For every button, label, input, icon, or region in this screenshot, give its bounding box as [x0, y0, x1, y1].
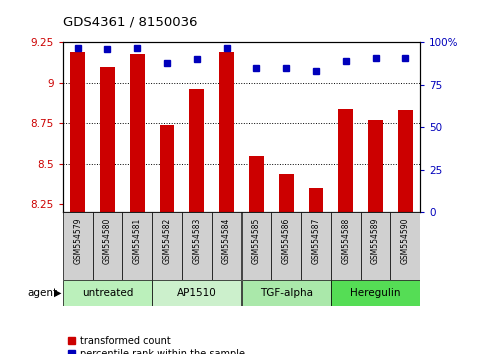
Text: Heregulin: Heregulin	[350, 288, 401, 298]
Bar	[182, 212, 212, 280]
Bar	[152, 280, 242, 306]
Bar	[70, 52, 85, 212]
Text: untreated: untreated	[82, 288, 133, 298]
Bar	[63, 212, 93, 280]
Bar	[331, 280, 420, 306]
Text: GSM554588: GSM554588	[341, 218, 350, 264]
Text: GSM554580: GSM554580	[103, 218, 112, 264]
Text: GDS4361 / 8150036: GDS4361 / 8150036	[63, 16, 197, 29]
Bar	[189, 90, 204, 212]
Text: ▶: ▶	[54, 288, 62, 298]
Bar	[301, 212, 331, 280]
Bar	[122, 212, 152, 280]
Bar	[368, 120, 383, 212]
Text: GSM554585: GSM554585	[252, 218, 261, 264]
Bar	[338, 109, 353, 212]
Bar	[398, 110, 413, 212]
Text: GSM554581: GSM554581	[133, 218, 142, 264]
Text: GSM554579: GSM554579	[73, 218, 82, 264]
Bar	[130, 54, 145, 212]
Text: agent: agent	[28, 288, 58, 298]
Bar	[390, 212, 420, 280]
Bar	[309, 188, 324, 212]
Text: GSM554587: GSM554587	[312, 218, 320, 264]
Bar	[361, 212, 390, 280]
Bar	[63, 280, 152, 306]
Text: GSM554583: GSM554583	[192, 218, 201, 264]
Bar	[242, 280, 331, 306]
Bar	[152, 212, 182, 280]
Bar	[100, 67, 115, 212]
Legend: transformed count, percentile rank within the sample: transformed count, percentile rank withi…	[68, 336, 245, 354]
Bar	[159, 125, 174, 212]
Bar	[212, 212, 242, 280]
Bar	[219, 52, 234, 212]
Text: GSM554589: GSM554589	[371, 218, 380, 264]
Text: GSM554582: GSM554582	[163, 218, 171, 264]
Bar	[249, 156, 264, 212]
Text: GSM554584: GSM554584	[222, 218, 231, 264]
Text: TGF-alpha: TGF-alpha	[260, 288, 313, 298]
Text: GSM554586: GSM554586	[282, 218, 291, 264]
Bar	[279, 173, 294, 212]
Bar	[242, 212, 271, 280]
Bar	[93, 212, 122, 280]
Text: AP1510: AP1510	[177, 288, 217, 298]
Bar	[331, 212, 361, 280]
Bar	[271, 212, 301, 280]
Text: GSM554590: GSM554590	[401, 218, 410, 264]
